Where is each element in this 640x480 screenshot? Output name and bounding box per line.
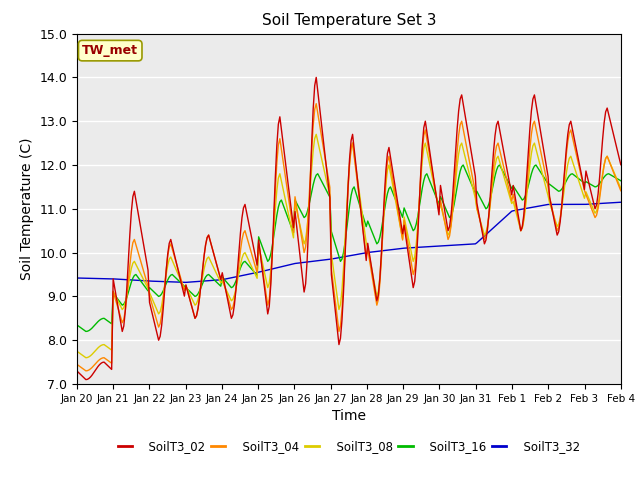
X-axis label: Time: Time (332, 409, 366, 423)
Title: Soil Temperature Set 3: Soil Temperature Set 3 (262, 13, 436, 28)
Legend:   SoilT3_02,   SoilT3_04,   SoilT3_08,   SoilT3_16,   SoilT3_32: SoilT3_02, SoilT3_04, SoilT3_08, SoilT3_… (113, 435, 585, 458)
Y-axis label: Soil Temperature (C): Soil Temperature (C) (20, 138, 34, 280)
Text: TW_met: TW_met (82, 44, 138, 57)
